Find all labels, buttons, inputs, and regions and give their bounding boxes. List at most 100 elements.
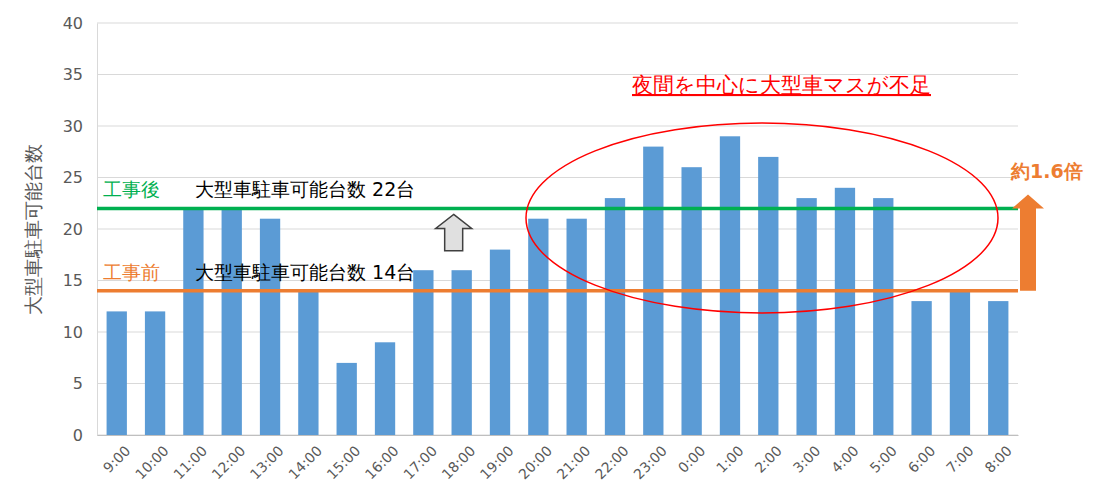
y-tick: 10 bbox=[63, 323, 97, 342]
y-tick-label: 20 bbox=[63, 220, 83, 239]
plot-area bbox=[97, 136, 1018, 435]
x-tick: 10:00 bbox=[132, 435, 172, 482]
x-tick-label: 15:00 bbox=[324, 442, 364, 482]
x-tick: 19:00 bbox=[477, 435, 517, 482]
y-tick-label: 0 bbox=[73, 426, 83, 445]
bar bbox=[145, 311, 165, 435]
x-tick-label: 19:00 bbox=[477, 442, 517, 482]
grid-line bbox=[97, 126, 1018, 127]
x-axis: 9:0010:0011:0012:0013:0014:0015:0016:001… bbox=[98, 435, 1019, 482]
x-tick-label: 21:00 bbox=[554, 442, 594, 482]
y-tick: 30 bbox=[63, 117, 97, 136]
bar bbox=[107, 311, 127, 435]
bar bbox=[375, 342, 395, 435]
grid bbox=[97, 23, 1018, 435]
bar bbox=[337, 363, 357, 435]
ratio-arrow bbox=[1012, 194, 1044, 290]
x-tick-label: 0:00 bbox=[675, 442, 709, 476]
x-tick-label: 8:00 bbox=[981, 442, 1015, 476]
x-tick: 7:00 bbox=[943, 435, 977, 476]
bar bbox=[452, 270, 472, 435]
y-tick-label: 15 bbox=[63, 271, 83, 290]
y-tick-label: 30 bbox=[63, 117, 83, 136]
bar bbox=[490, 250, 510, 435]
x-tick: 9:00 bbox=[100, 435, 134, 476]
x-tick: 11:00 bbox=[170, 435, 210, 482]
x-tick: 4:00 bbox=[828, 435, 862, 476]
reference-text: 大型車駐車可能台数 22台 bbox=[195, 178, 415, 200]
highlight-ellipse bbox=[526, 123, 998, 313]
x-tick-label: 11:00 bbox=[170, 442, 210, 482]
x-tick: 23:00 bbox=[630, 435, 670, 482]
grid-line bbox=[97, 23, 1018, 24]
x-tick: 21:00 bbox=[554, 435, 594, 482]
bar bbox=[413, 270, 433, 435]
y-tick: 35 bbox=[63, 65, 97, 84]
x-tick: 2:00 bbox=[751, 435, 785, 476]
bar bbox=[720, 136, 740, 435]
y-tick: 25 bbox=[63, 168, 97, 187]
y-axis-line bbox=[97, 24, 98, 436]
x-axis-line bbox=[98, 435, 1019, 436]
bar bbox=[873, 198, 893, 435]
y-tick-label: 25 bbox=[63, 168, 83, 187]
bar bbox=[950, 291, 970, 435]
annotation: 夜間を中心に大型車マスが不足 bbox=[632, 73, 931, 97]
y-tick-label: 10 bbox=[63, 323, 83, 342]
x-tick: 13:00 bbox=[247, 435, 287, 482]
bar bbox=[260, 219, 280, 435]
y-tick: 15 bbox=[63, 271, 97, 290]
y-tick: 0 bbox=[73, 426, 97, 445]
bar bbox=[183, 208, 203, 435]
reference-line bbox=[97, 289, 1018, 293]
x-tick-label: 1:00 bbox=[713, 442, 747, 476]
x-tick: 3:00 bbox=[790, 435, 824, 476]
x-tick-label: 20:00 bbox=[515, 442, 555, 482]
x-tick-label: 23:00 bbox=[630, 442, 670, 482]
x-tick: 18:00 bbox=[439, 435, 479, 482]
x-tick-label: 6:00 bbox=[905, 442, 939, 476]
reference-line bbox=[97, 207, 1018, 211]
x-tick-label: 9:00 bbox=[100, 442, 134, 476]
x-tick: 20:00 bbox=[515, 435, 555, 482]
x-tick-label: 4:00 bbox=[828, 442, 862, 476]
y-tick: 20 bbox=[63, 220, 97, 239]
x-tick: 16:00 bbox=[362, 435, 402, 482]
bar bbox=[567, 219, 587, 435]
x-tick-label: 2:00 bbox=[751, 442, 785, 476]
x-tick: 12:00 bbox=[209, 435, 249, 482]
reference-label: 工事後 bbox=[103, 178, 160, 200]
reference-text: 大型車駐車可能台数 14台 bbox=[195, 261, 415, 283]
x-tick: 22:00 bbox=[592, 435, 632, 482]
x-tick: 15:00 bbox=[324, 435, 364, 482]
annotation: 約1.6倍 bbox=[1010, 160, 1083, 182]
bar bbox=[758, 157, 778, 435]
y-tick-label: 40 bbox=[63, 14, 83, 33]
bar bbox=[605, 198, 625, 435]
x-tick: 6:00 bbox=[905, 435, 939, 476]
bar bbox=[528, 219, 548, 435]
x-tick-label: 18:00 bbox=[439, 442, 479, 482]
x-tick: 5:00 bbox=[866, 435, 900, 476]
x-tick-label: 16:00 bbox=[362, 442, 402, 482]
x-tick: 1:00 bbox=[713, 435, 747, 476]
x-tick-label: 5:00 bbox=[866, 442, 900, 476]
bar bbox=[796, 198, 816, 435]
y-axis-title: 大型車駐車可能台数 bbox=[22, 144, 44, 315]
reference-label: 工事前 bbox=[103, 261, 160, 283]
x-tick-label: 10:00 bbox=[132, 442, 172, 482]
x-tick: 8:00 bbox=[981, 435, 1015, 476]
bar bbox=[988, 301, 1008, 435]
bar bbox=[911, 301, 931, 435]
x-tick-label: 14:00 bbox=[285, 442, 325, 482]
y-tick: 40 bbox=[63, 14, 97, 33]
x-tick: 14:00 bbox=[285, 435, 325, 482]
x-tick-label: 17:00 bbox=[400, 442, 440, 482]
x-tick-label: 12:00 bbox=[209, 442, 249, 482]
x-tick: 0:00 bbox=[675, 435, 709, 476]
bar bbox=[222, 208, 242, 435]
y-tick: 5 bbox=[73, 374, 97, 393]
increase-arrow bbox=[436, 214, 472, 250]
bar bbox=[298, 291, 318, 435]
y-tick-label: 5 bbox=[73, 374, 83, 393]
